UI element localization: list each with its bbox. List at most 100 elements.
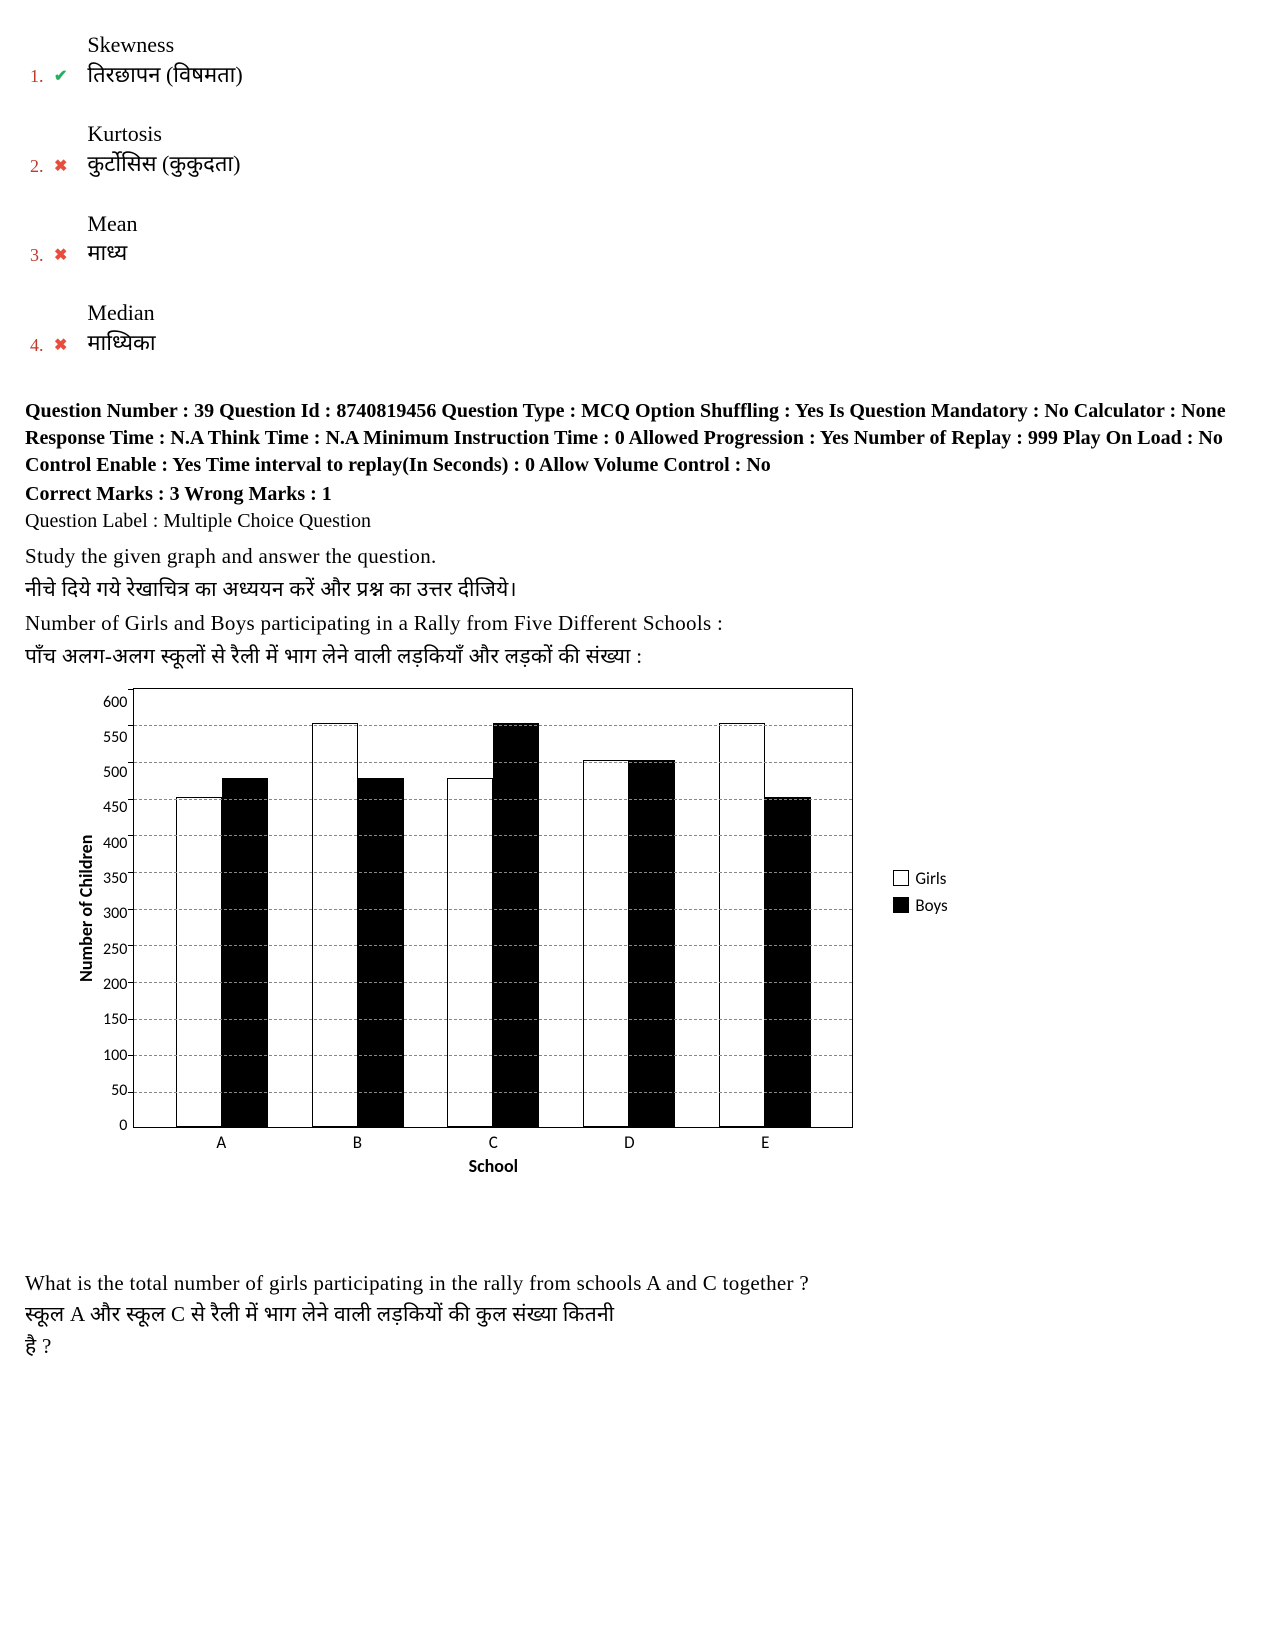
y-tick: 300 (103, 906, 127, 922)
question-line-hi: नीचे दिये गये रेखाचित्र का अध्ययन करें औ… (25, 574, 1250, 606)
legend-swatch-icon (893, 897, 909, 913)
tick-mark (128, 725, 134, 726)
bar-boys (222, 778, 268, 1126)
bar-boys (765, 797, 811, 1127)
y-axis-ticks: 600550500450400350300250200150100500 (103, 688, 133, 1128)
option-number: 3. (30, 245, 50, 268)
option-en: Kurtosis (87, 121, 162, 146)
option-hi: माध्यिका (87, 330, 155, 355)
option-1: 1. ✔ Skewness तिरछापन (विषमता) (30, 30, 1250, 89)
y-tick: 200 (103, 977, 127, 993)
bar-group (583, 760, 675, 1127)
tick-mark (128, 835, 134, 836)
tick-mark (128, 909, 134, 910)
bar-group (447, 723, 539, 1126)
y-tick: 400 (103, 836, 127, 852)
x-tick: D (583, 1132, 675, 1153)
option-number: 1. (30, 66, 50, 89)
bar-girls (719, 723, 765, 1126)
legend-label: Boys (915, 895, 947, 916)
x-axis-ticks: A B C D E (133, 1128, 853, 1153)
bar-group (719, 723, 811, 1126)
gridline (134, 909, 852, 910)
legend-item-girls: Girls (893, 868, 947, 889)
x-tick: A (175, 1132, 267, 1153)
option-4: 4. ✖ Median माध्यिका (30, 298, 1250, 357)
question-line-hi: पाँच अलग-अलग स्कूलों से रैली में भाग लेन… (25, 641, 1250, 673)
y-axis-label: Number of Children (75, 688, 97, 1248)
option-hi: तिरछापन (विषमता) (87, 62, 242, 87)
y-tick: 550 (103, 730, 127, 746)
bar-girls (583, 760, 629, 1127)
question-line-en: Number of Girls and Boys participating i… (25, 608, 1250, 640)
option-text: Skewness तिरछापन (विषमता) (87, 30, 242, 89)
option-hi: कुर्टोसिस (कुकुदता) (87, 151, 240, 176)
gridline (134, 1055, 852, 1056)
tick-mark (128, 872, 134, 873)
option-en: Mean (87, 211, 137, 236)
bar-girls (312, 723, 358, 1126)
option-hi: माध्य (87, 240, 127, 265)
tick-mark (128, 1092, 134, 1093)
bar-group (312, 723, 404, 1126)
option-text: Mean माध्य (87, 209, 137, 268)
gridline (134, 1092, 852, 1093)
bar-boys (629, 760, 675, 1127)
tick-mark (128, 762, 134, 763)
y-tick: 0 (103, 1118, 127, 1134)
option-3: 3. ✖ Mean माध्य (30, 209, 1250, 268)
bar-girls (447, 778, 493, 1126)
bar-boys (358, 778, 404, 1126)
option-text: Median माध्यिका (87, 298, 155, 357)
tick-mark (128, 1055, 134, 1056)
option-number: 4. (30, 335, 50, 358)
y-tick: 450 (103, 800, 127, 816)
tick-mark (128, 689, 134, 690)
option-en: Skewness (87, 32, 174, 57)
bar-chart: Number of Children 600550500450400350300… (75, 688, 1250, 1248)
marks-line: Correct Marks : 3 Wrong Marks : 1 (25, 483, 1250, 506)
x-tick: C (447, 1132, 539, 1153)
gridline (134, 1019, 852, 1020)
followup-en: What is the total number of girls partic… (25, 1268, 1250, 1300)
tick-mark (128, 945, 134, 946)
x-axis-label: School (133, 1155, 853, 1177)
tick-mark (128, 982, 134, 983)
question-body: Study the given graph and answer the que… (25, 541, 1250, 673)
bar-group (176, 778, 268, 1126)
bar-boys (493, 723, 539, 1126)
option-text: Kurtosis कुर्टोसिस (कुकुदता) (87, 119, 240, 178)
tick-mark (128, 799, 134, 800)
options-list: 1. ✔ Skewness तिरछापन (विषमता) 2. ✖ Kurt… (25, 30, 1250, 358)
gridline (134, 835, 852, 836)
question-line-en: Study the given graph and answer the que… (25, 541, 1250, 573)
x-tick: B (311, 1132, 403, 1153)
y-tick: 250 (103, 942, 127, 958)
cross-icon: ✖ (54, 245, 67, 268)
followup-hi: स्कूल A और स्कूल C से रैली में भाग लेने … (25, 1299, 1250, 1331)
check-icon: ✔ (54, 66, 67, 89)
gridline (134, 725, 852, 726)
cross-icon: ✖ (54, 156, 67, 179)
y-tick: 50 (103, 1083, 127, 1099)
gridline (134, 762, 852, 763)
cross-icon: ✖ (54, 335, 67, 358)
gridline (134, 799, 852, 800)
gridline (134, 982, 852, 983)
y-tick: 350 (103, 871, 127, 887)
option-number: 2. (30, 156, 50, 179)
legend-item-boys: Boys (893, 895, 947, 916)
option-en: Median (87, 300, 154, 325)
gridline (134, 945, 852, 946)
followup-hi: है ? (25, 1331, 1250, 1363)
x-tick: E (719, 1132, 811, 1153)
legend-swatch-icon (893, 870, 909, 886)
y-tick: 150 (103, 1012, 127, 1028)
y-tick: 600 (103, 695, 127, 711)
bar-girls (176, 797, 222, 1127)
option-2: 2. ✖ Kurtosis कुर्टोसिस (कुकुदता) (30, 119, 1250, 178)
legend-label: Girls (915, 868, 946, 889)
plot-area (133, 688, 853, 1128)
question-meta: Question Number : 39 Question Id : 87408… (25, 398, 1250, 479)
chart-legend: Girls Boys (893, 868, 947, 922)
